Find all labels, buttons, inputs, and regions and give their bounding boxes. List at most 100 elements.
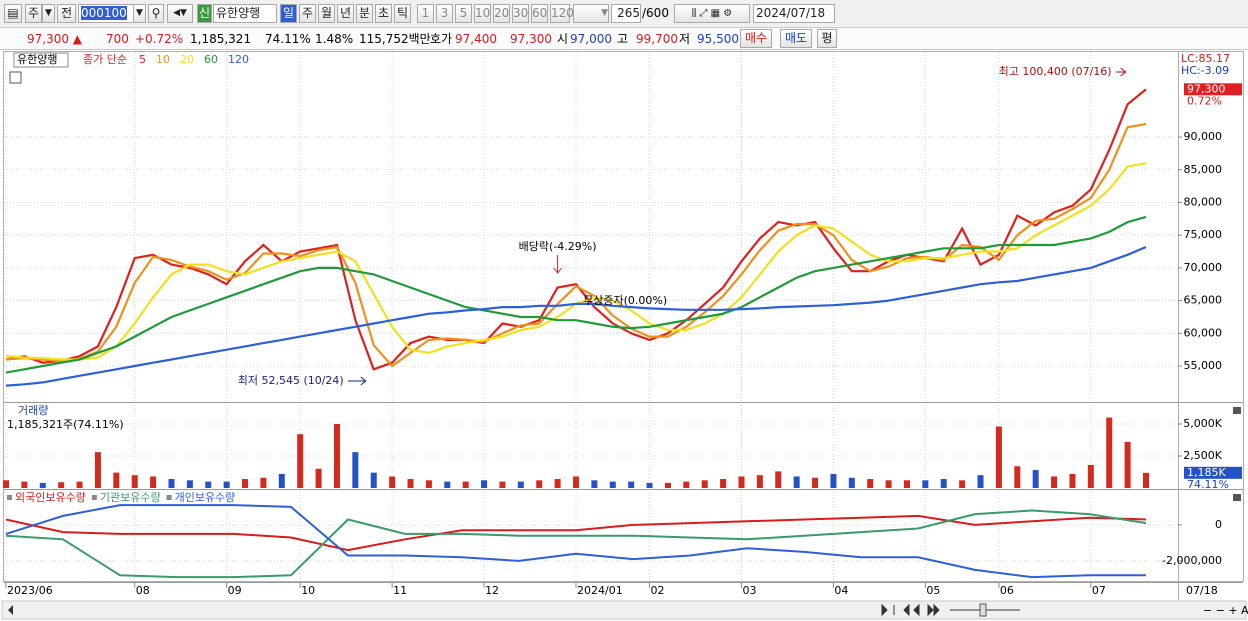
interval-button[interactable]: 5 <box>455 4 472 23</box>
legend-entry: 20 <box>180 53 194 66</box>
ask-label: 호가 <box>430 32 453 46</box>
prev-button[interactable]: 전 <box>57 4 76 23</box>
volume-bar <box>536 480 543 488</box>
volume-bar <box>425 480 432 488</box>
series-line <box>5 215 1147 374</box>
last-price: 97,300 <box>1187 82 1226 95</box>
volume-bar <box>1069 473 1076 488</box>
volume-bar <box>113 472 120 488</box>
code: 000100 <box>81 6 127 20</box>
volume-bar <box>1143 472 1149 488</box>
close-icon[interactable] <box>1233 407 1241 414</box>
menu-icon[interactable]: ▤ <box>4 4 22 23</box>
scrollbar[interactable] <box>1 600 1247 620</box>
scroll-left[interactable] <box>8 605 13 615</box>
y-tick-label: 60,000 <box>1184 326 1223 339</box>
x-tick-label: 2023/06 <box>7 584 53 597</box>
interval-button[interactable]: 1 <box>417 4 434 23</box>
sell-button[interactable]: 매도 <box>780 29 812 48</box>
dropdown[interactable]: ▼ <box>133 4 146 23</box>
volume-bar <box>297 434 304 488</box>
table-icon[interactable] <box>9 71 22 84</box>
dropdown[interactable]: ▼ <box>42 4 55 23</box>
volume-bar <box>407 479 414 488</box>
interval-button[interactable]: 3 <box>436 4 453 23</box>
dividend-arrow <box>553 255 563 274</box>
volume-bar <box>481 480 488 488</box>
unit-button[interactable]: 주 <box>299 4 316 23</box>
volume-bar <box>223 481 230 488</box>
x-tick-label: 10 <box>301 584 315 597</box>
volume-bar <box>995 426 1002 488</box>
legend-swatch <box>91 495 97 500</box>
volume-bar <box>1106 417 1113 488</box>
zoom-handle[interactable] <box>979 603 987 617</box>
volume-bar <box>756 475 763 488</box>
sound[interactable]: ◀▼ <box>167 4 193 23</box>
volume-bar <box>150 476 157 488</box>
volume-bar <box>333 423 340 488</box>
volume-bar <box>701 480 708 488</box>
unit-button[interactable]: 년 <box>337 4 354 23</box>
volume-bar <box>1032 470 1039 488</box>
interval-button[interactable]: 30 <box>512 4 529 23</box>
dropdown[interactable]: ▼ <box>573 4 609 23</box>
volume-bar <box>1087 464 1094 488</box>
volume-bar <box>58 482 65 488</box>
interval-button[interactable]: 10 <box>474 4 491 23</box>
bonus-annotation: 무상증자(0.00%) <box>583 294 667 307</box>
close-icon[interactable] <box>1233 494 1241 501</box>
x-tick-label: 11 <box>393 584 407 597</box>
period[interactable]: 주 <box>25 4 42 23</box>
quote-bar: 97,300 ▲ 700 +0.72% 1,185,321 74.11% 1.4… <box>0 28 1248 50</box>
x-tick-label: 08 <box>136 584 150 597</box>
series-line <box>5 514 1147 552</box>
volume-bar <box>3 480 9 488</box>
frame <box>3 51 1244 582</box>
zoom-buttons[interactable]: − − + A <box>1203 604 1248 617</box>
volume-bar <box>315 468 322 488</box>
volume-bar <box>867 479 874 488</box>
volume-bar <box>168 479 175 488</box>
series-line <box>5 509 1147 579</box>
code-input[interactable]: 000100 <box>78 4 134 23</box>
volume-bar <box>242 479 249 488</box>
tool-icons[interactable]: ⫼ ⤢ ▦ ⚙ <box>674 4 750 23</box>
volume-bar <box>94 452 101 488</box>
volume-bar <box>885 480 892 488</box>
buy-button[interactable]: 매수 <box>740 29 772 48</box>
low: 95,500 <box>697 32 739 46</box>
volume-bar <box>940 479 947 488</box>
avg-button[interactable]: 평 <box>817 29 837 48</box>
date[interactable]: 2024/07/18 <box>753 4 835 23</box>
x-tick-label: 2024/01 <box>577 584 623 597</box>
count[interactable]: 265 <box>611 4 641 23</box>
x-tick-label: 12 <box>485 584 499 597</box>
last-volume-box <box>1184 466 1242 479</box>
interval-button[interactable]: 20 <box>493 4 510 23</box>
interval-button[interactable]: 120 <box>550 4 574 23</box>
volume-bar <box>1051 476 1058 488</box>
interval-button[interactable]: 60 <box>531 4 548 23</box>
unit-button[interactable]: 월 <box>318 4 335 23</box>
unit-button[interactable]: 분 <box>356 4 373 23</box>
volume-bar <box>517 481 524 488</box>
low-annotation: 최저 52,545 (10/24) <box>238 374 344 387</box>
stock-name[interactable]: 유한양행 <box>213 4 277 23</box>
unit-button[interactable]: 틱 <box>394 4 411 23</box>
volume: 1,185,321 <box>190 32 252 46</box>
y-tick-label: 90,000 <box>1184 130 1223 143</box>
legend-entry: 기관보유수량 <box>100 491 161 504</box>
volume-bar <box>370 472 377 488</box>
legend-entry: 5 <box>139 53 146 66</box>
volume-bar <box>903 480 910 488</box>
legend-entry: 외국인보유수량 <box>15 491 86 504</box>
unit-button[interactable]: 초 <box>375 4 392 23</box>
legend-title: 종가 단순 <box>83 53 127 66</box>
unit-button[interactable]: 일 <box>280 4 297 23</box>
scroll-controls[interactable] <box>881 603 940 617</box>
search[interactable]: ⚲ <box>148 4 164 23</box>
x-tick-label: 07 <box>1092 584 1106 597</box>
legend-entry: 60 <box>204 53 218 66</box>
